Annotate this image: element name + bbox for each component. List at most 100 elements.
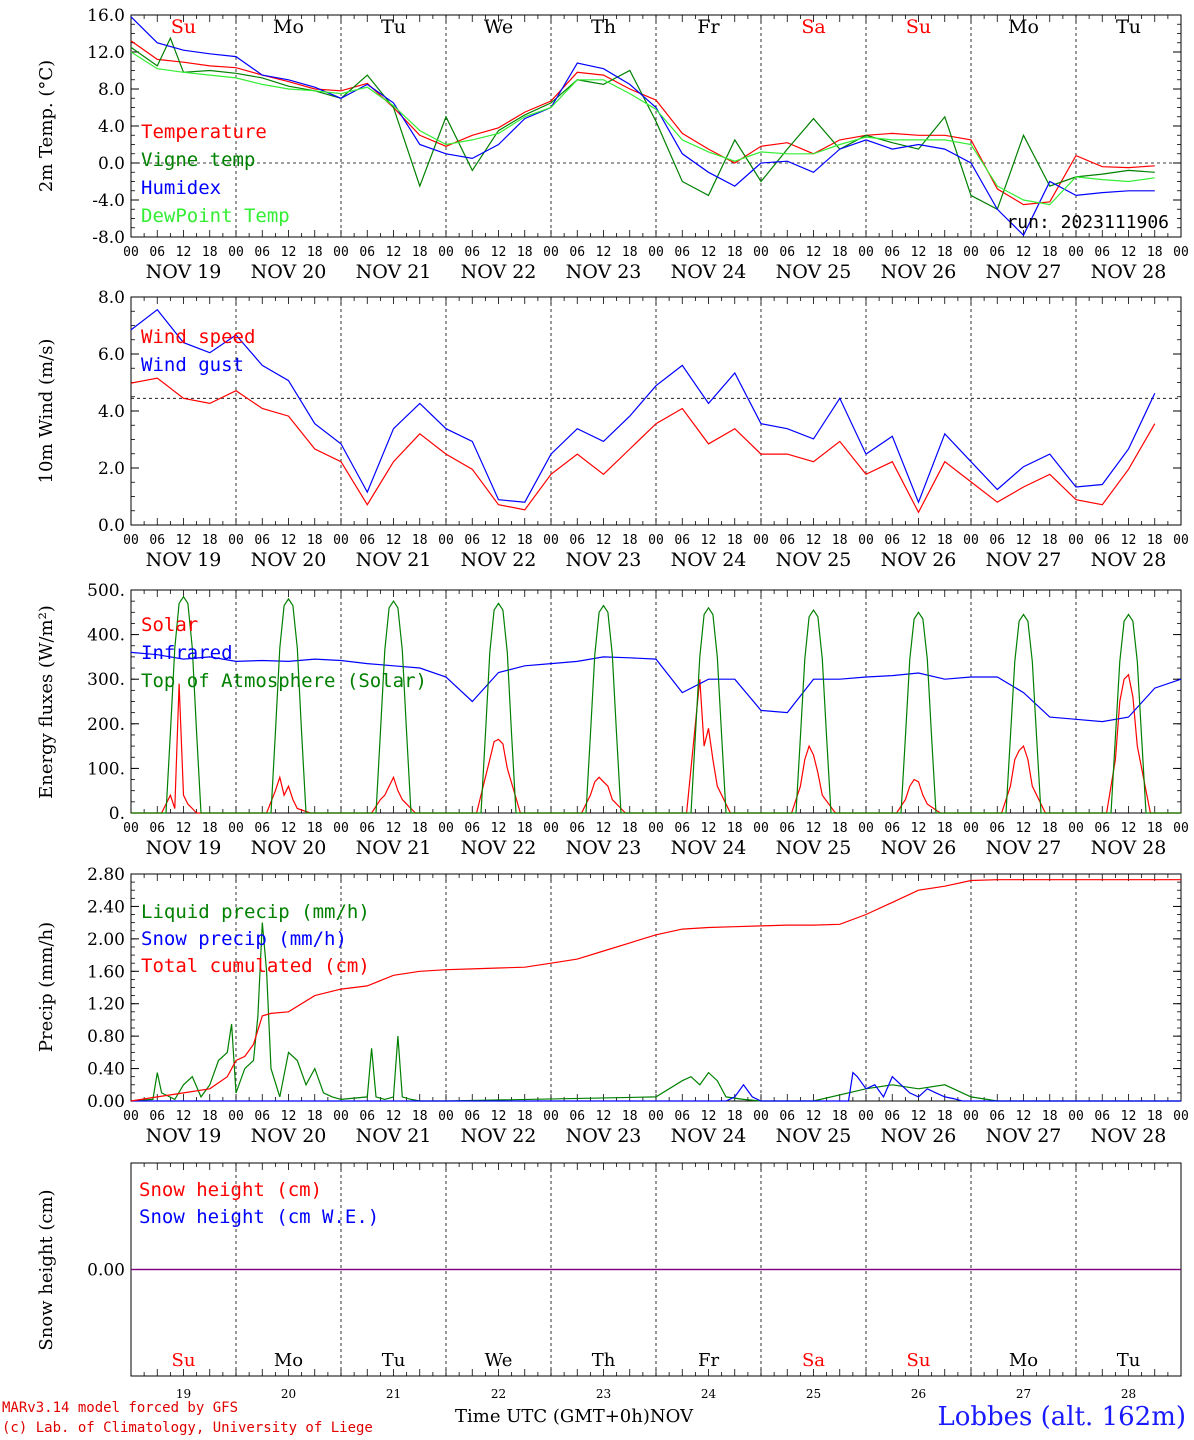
day-number-label: 28: [1121, 1387, 1136, 1401]
precip-hour-tick-label: 12: [176, 1109, 192, 1124]
energy-hour-tick-label: 06: [779, 821, 795, 836]
energy-hour-tick-label: 06: [359, 821, 375, 836]
wind-hour-tick-label: 12: [176, 533, 192, 548]
temp-hour-tick-label: 06: [569, 245, 585, 260]
temp-date-label: NOV 27: [986, 261, 1062, 283]
temp-y-tick-label: 12.0: [87, 43, 125, 63]
temp-date-label: NOV 25: [776, 261, 852, 283]
day-number-label: 22: [491, 1387, 506, 1401]
month-label: NOV: [649, 1406, 694, 1427]
wind-hour-tick-label: 18: [727, 533, 743, 548]
wind-date-label: NOV 28: [1091, 549, 1167, 571]
energy-date-label: NOV 20: [251, 837, 327, 859]
precip-hour-tick-label: 18: [622, 1109, 638, 1124]
temp-hour-tick-label: 00: [333, 245, 349, 260]
precip-hour-tick-label: 06: [884, 1109, 900, 1124]
temp-hour-tick-label: 00: [438, 245, 454, 260]
energy-hour-tick-label: 06: [989, 821, 1005, 836]
precip-legend-entry: Total cumulated (cm): [141, 955, 370, 977]
temp-hour-tick-label: 06: [149, 245, 165, 260]
temp-series-line: [130, 40, 1155, 206]
temp-y-tick-label: 16.0: [87, 6, 125, 26]
temp-y-tick-label: 4.0: [98, 117, 125, 137]
precip-hour-tick-label: 18: [412, 1109, 428, 1124]
energy-y-tick-label: 300.: [87, 670, 125, 690]
energy-frame: [130, 589, 1182, 814]
station-label: Lobbes (alt. 162m): [937, 1402, 1186, 1432]
temp-hour-tick-label: 00: [858, 245, 874, 260]
time-axis-label: Time UTC (GMT+0h): [455, 1406, 650, 1427]
temp-y-tick-label: 8.0: [98, 80, 125, 100]
temp-y-tick-label: -8.0: [92, 228, 125, 248]
energy-hour-tick-label: 18: [937, 821, 953, 836]
energy-hour-tick-label: 18: [412, 821, 428, 836]
temp-hour-tick-label: 18: [1147, 245, 1163, 260]
temp-legend-entry: Vigne temp: [141, 149, 255, 171]
temp-hour-tick-label: 00: [1068, 245, 1084, 260]
energy-hour-tick-label: 00: [648, 821, 664, 836]
precip-date-label: NOV 28: [1091, 1125, 1167, 1147]
precip-hour-tick-label: 12: [491, 1109, 507, 1124]
energy-legend-entry: Infrared: [141, 642, 233, 664]
wind-hour-tick-label: 00: [858, 533, 874, 548]
wind-hour-tick-label: 12: [806, 533, 822, 548]
snow-y-tick-label: 0.00: [87, 1261, 125, 1281]
day-number-label: 25: [806, 1387, 821, 1401]
wind-y-tick-label: 6.0: [98, 345, 125, 365]
wind-hour-tick-label: 06: [884, 533, 900, 548]
wind-hour-tick-label: 12: [1121, 533, 1137, 548]
temp-hour-tick-label: 12: [1016, 245, 1032, 260]
wind-date-label: NOV 20: [251, 549, 327, 571]
wind-hour-tick-label: 06: [149, 533, 165, 548]
temp-hour-tick-label: 00: [543, 245, 559, 260]
wind-hour-tick-label: 00: [648, 533, 664, 548]
precip-hour-tick-label: 12: [1121, 1109, 1137, 1124]
temp-date-label: NOV 19: [146, 261, 222, 283]
model-credit: MARv3.14 model forced by GFS: [2, 1400, 239, 1416]
energy-y-tick-label: 100.: [87, 759, 125, 779]
wind-hour-tick-label: 00: [1068, 533, 1084, 548]
day-number-label: 23: [596, 1387, 611, 1401]
energy-date-label: NOV 25: [776, 837, 852, 859]
bottom-weekday-label: Th: [592, 1350, 616, 1371]
energy-legend-entry: Solar: [141, 614, 198, 636]
energy-hour-tick-label: 12: [176, 821, 192, 836]
temp-hour-tick-label: 12: [281, 245, 297, 260]
energy-hour-tick-label: 00: [543, 821, 559, 836]
wind-hour-tick-label: 12: [281, 533, 297, 548]
wind-y-tick-label: 4.0: [98, 402, 125, 422]
wind-hour-tick-label: 06: [254, 533, 270, 548]
precip-hour-tick-label: 12: [1016, 1109, 1032, 1124]
temp-hour-tick-label: 12: [176, 245, 192, 260]
temp-hour-tick-label: 12: [806, 245, 822, 260]
precip-hour-tick-label: 00: [648, 1109, 664, 1124]
precip-date-label: NOV 23: [566, 1125, 642, 1147]
bottom-weekday-label: Tu: [1117, 1350, 1141, 1371]
energy-hour-tick-label: 00: [1173, 821, 1189, 836]
temp-hour-tick-label: 18: [517, 245, 533, 260]
energy-hour-tick-label: 00: [438, 821, 454, 836]
bottom-weekday-label: Su: [172, 1350, 196, 1371]
temp-hour-tick-label: 06: [254, 245, 270, 260]
energy-hour-tick-label: 18: [1042, 821, 1058, 836]
energy-hour-tick-label: 00: [228, 821, 244, 836]
precip-hour-tick-label: 00: [543, 1109, 559, 1124]
precip-hour-tick-label: 00: [438, 1109, 454, 1124]
energy-hour-tick-label: 06: [254, 821, 270, 836]
temp-date-label: NOV 26: [881, 261, 957, 283]
precip-hour-tick-label: 00: [333, 1109, 349, 1124]
day-number-label: 27: [1016, 1387, 1031, 1401]
energy-hour-tick-label: 18: [832, 821, 848, 836]
energy-hour-tick-label: 00: [858, 821, 874, 836]
temp-hour-tick-label: 12: [491, 245, 507, 260]
temp-legend-entry: Humidex: [141, 177, 221, 199]
time-axis-caption: Time UTC (GMT+0h)NOV: [455, 1406, 693, 1427]
wind-date-label: NOV 25: [776, 549, 852, 571]
wind-hour-tick-label: 00: [543, 533, 559, 548]
day-number-label: 21: [386, 1387, 401, 1401]
wind-hour-tick-label: 12: [1016, 533, 1032, 548]
top-weekday-label: Mo: [1008, 16, 1039, 38]
wind-y-axis-title: 10m Wind (m/s): [36, 339, 57, 484]
precip-hour-tick-label: 18: [727, 1109, 743, 1124]
wind-hour-tick-label: 18: [937, 533, 953, 548]
